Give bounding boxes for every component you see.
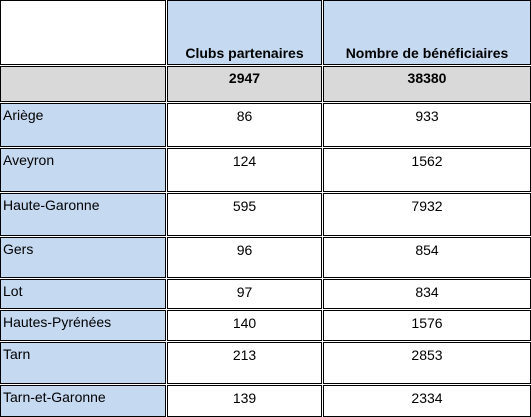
row-clubs: 213 (167, 342, 322, 384)
row-label: Haute-Garonne (0, 193, 166, 236)
row-beneficiaires: 1576 (323, 310, 531, 341)
row-beneficiaires: 854 (323, 237, 531, 278)
row-clubs: 86 (167, 103, 322, 147)
row-beneficiaires: 1562 (323, 148, 531, 192)
row-beneficiaires: 2334 (323, 385, 531, 417)
row-beneficiaires: 834 (323, 279, 531, 309)
header-beneficiaires: Nombre de bénéficiaires (323, 0, 531, 65)
row-label: Ariège (0, 103, 166, 147)
row-clubs: 139 (167, 385, 322, 417)
corner-cell (0, 0, 166, 65)
total-label-cell (0, 66, 166, 102)
row-beneficiaires: 7932 (323, 193, 531, 236)
row-label: Lot (0, 279, 166, 309)
row-label: Gers (0, 237, 166, 278)
row-label: Tarn-et-Garonne (0, 385, 166, 417)
row-beneficiaires: 2853 (323, 342, 531, 384)
row-clubs: 140 (167, 310, 322, 341)
total-beneficiaires: 38380 (323, 66, 531, 102)
total-clubs: 2947 (167, 66, 322, 102)
row-label: Tarn (0, 342, 166, 384)
header-clubs: Clubs partenaires (167, 0, 322, 65)
row-clubs: 96 (167, 237, 322, 278)
row-label: Hautes-Pyrénées (0, 310, 166, 341)
row-clubs: 595 (167, 193, 322, 236)
row-beneficiaires: 933 (323, 103, 531, 147)
row-clubs: 97 (167, 279, 322, 309)
row-clubs: 124 (167, 148, 322, 192)
row-label: Aveyron (0, 148, 166, 192)
